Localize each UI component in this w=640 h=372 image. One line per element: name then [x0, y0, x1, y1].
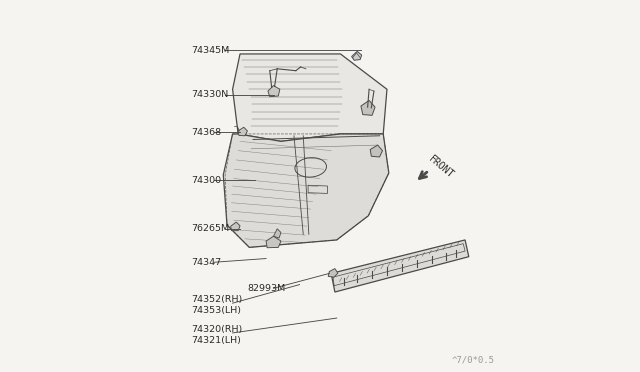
- Text: 74345M: 74345M: [191, 46, 230, 55]
- Polygon shape: [266, 236, 281, 248]
- Polygon shape: [331, 240, 468, 292]
- Text: 74330N: 74330N: [191, 90, 229, 99]
- Polygon shape: [232, 54, 387, 141]
- Text: 82993M: 82993M: [248, 284, 285, 293]
- Polygon shape: [370, 145, 383, 157]
- Polygon shape: [361, 100, 375, 115]
- Text: 74320(RH)
74321(LH): 74320(RH) 74321(LH): [191, 325, 243, 344]
- Polygon shape: [328, 269, 338, 277]
- Polygon shape: [351, 51, 362, 60]
- Text: ^7/0*0.5: ^7/0*0.5: [452, 356, 495, 365]
- Text: FRONT: FRONT: [426, 154, 455, 180]
- Polygon shape: [268, 86, 280, 97]
- Polygon shape: [238, 127, 248, 136]
- Text: 74300: 74300: [191, 176, 222, 185]
- Text: 76265M: 76265M: [191, 224, 230, 233]
- Polygon shape: [223, 134, 389, 247]
- Text: 74368: 74368: [191, 128, 222, 137]
- Polygon shape: [231, 222, 240, 231]
- Text: 74352(RH)
74353(LH): 74352(RH) 74353(LH): [191, 295, 243, 315]
- Polygon shape: [273, 229, 281, 238]
- Text: 74347: 74347: [191, 258, 222, 267]
